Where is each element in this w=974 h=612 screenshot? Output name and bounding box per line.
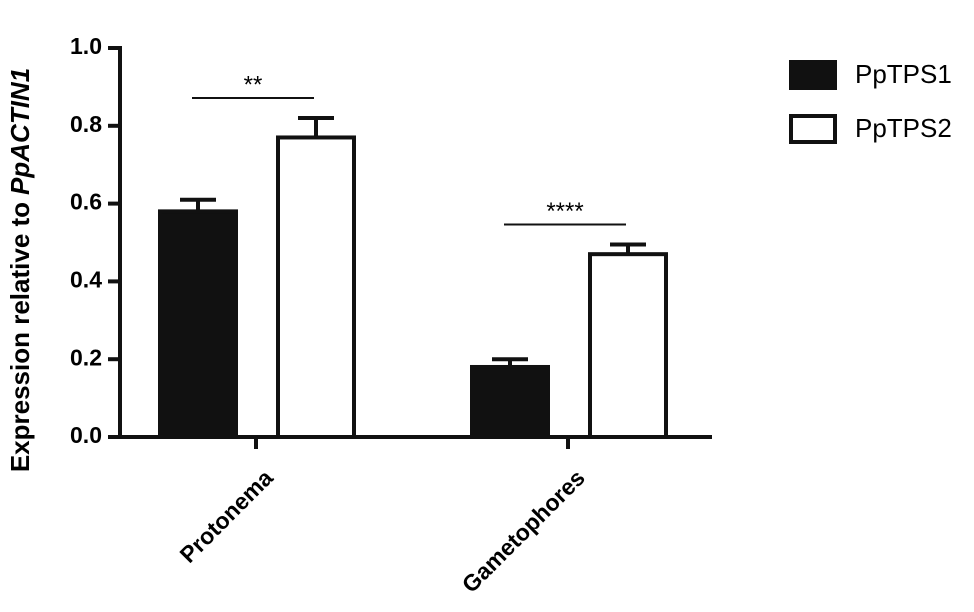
y-label-italic: PpACTIN1	[5, 68, 35, 195]
y-tick-label: 0.4	[70, 266, 102, 292]
legend-swatch	[789, 114, 837, 144]
bar	[276, 135, 356, 439]
y-tick-label: 0.0	[70, 422, 102, 448]
y-tick-label: 1.0	[70, 33, 102, 59]
y-tick-label: 0.2	[70, 344, 102, 370]
x-tick-label: Gametophores	[457, 464, 590, 597]
bar	[158, 209, 238, 439]
x-tick-label: Protonema	[174, 464, 277, 567]
y-tick-label: 0.6	[70, 189, 102, 215]
y-axis-label: Expression relative to PpACTIN1	[5, 68, 35, 472]
y-label-text: Expression relative to	[5, 202, 35, 472]
legend-label: PpTPS1	[855, 59, 952, 89]
legend-swatch	[789, 60, 837, 90]
bar	[470, 364, 550, 440]
bar	[588, 252, 668, 439]
y-tick-label: 0.8	[70, 111, 102, 137]
significance-label: ****	[546, 198, 583, 225]
significance-label: **	[244, 71, 263, 98]
legend-label: PpTPS2	[855, 113, 952, 143]
